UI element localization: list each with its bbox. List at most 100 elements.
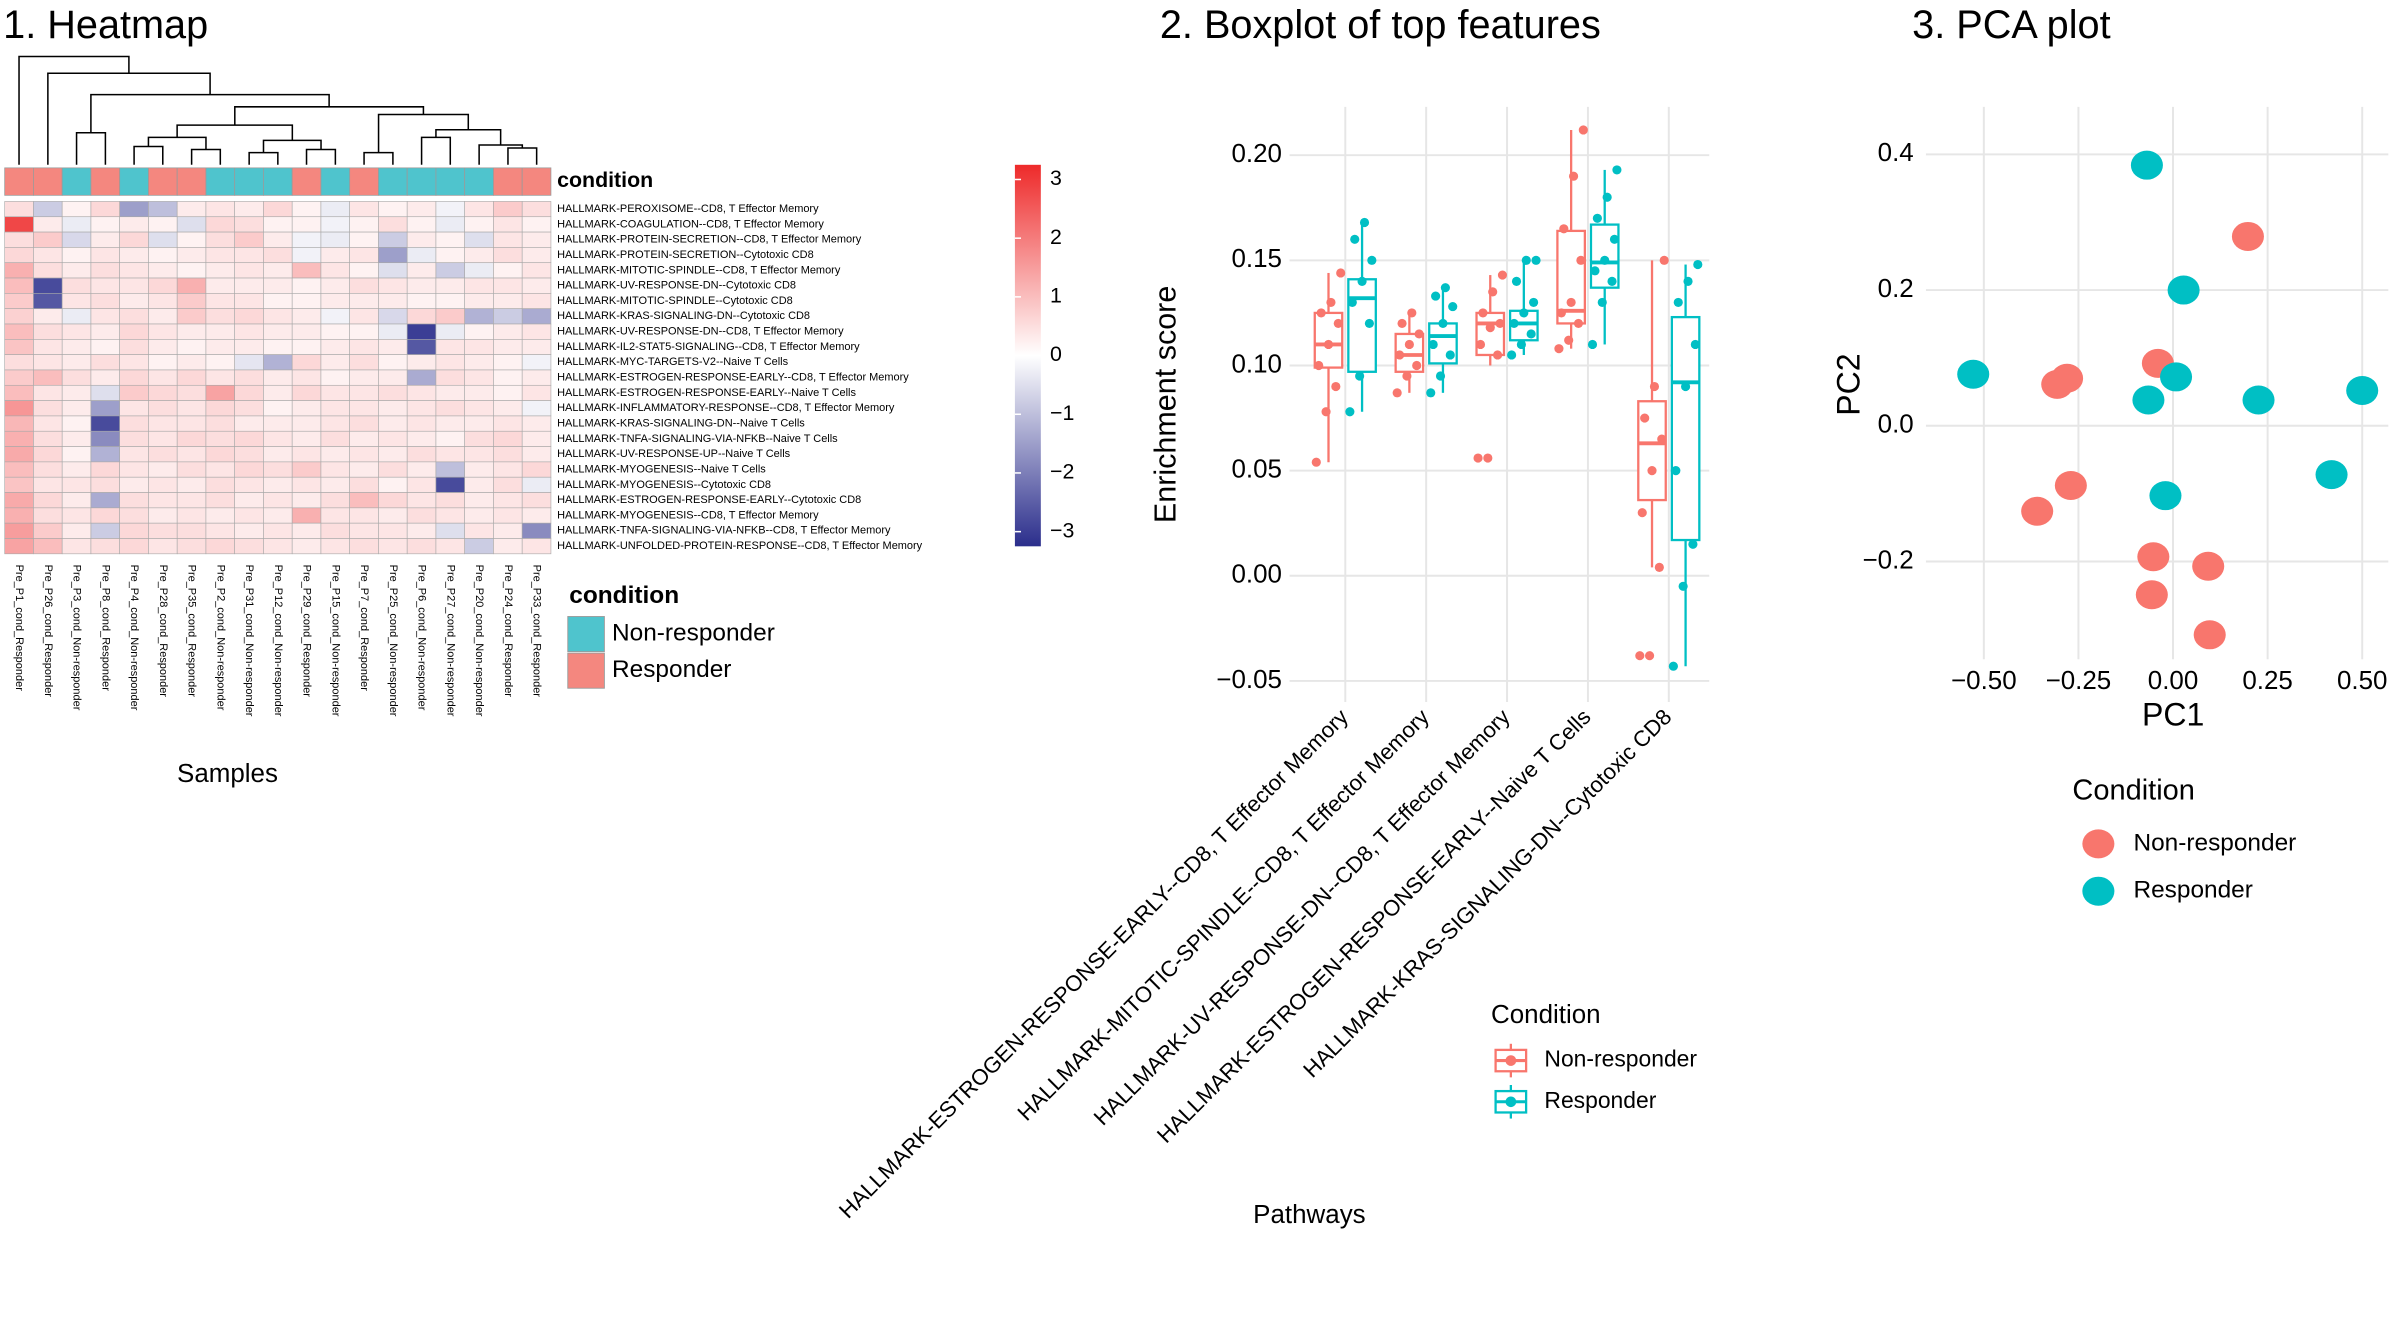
heat-cell <box>119 430 149 447</box>
heat-cell <box>119 339 149 355</box>
heat-cell <box>148 384 178 401</box>
legend-key <box>2082 876 2115 906</box>
heat-cell <box>176 231 207 248</box>
heat-cell <box>90 522 120 539</box>
heat-cell <box>291 201 322 218</box>
legend-key <box>567 616 605 653</box>
heat-cell <box>406 446 437 463</box>
heat-cell <box>291 369 322 386</box>
heat-cell <box>521 308 552 325</box>
heat-cell <box>291 262 322 279</box>
point <box>1690 339 1700 350</box>
heat-cell <box>119 476 149 493</box>
point <box>1483 453 1493 463</box>
heat-cell <box>176 446 207 463</box>
point <box>1637 508 1647 518</box>
heat-cell <box>148 400 178 417</box>
heat-cell <box>4 476 34 493</box>
heat-cell <box>234 339 264 355</box>
heat-cell <box>90 231 120 248</box>
heat-cell <box>406 369 437 386</box>
legend-key-point <box>1505 1096 1517 1108</box>
column-label: Pre_P33_cond_Responder <box>531 565 543 698</box>
heat-cell <box>464 492 494 509</box>
row-label: HALLMARK-KRAS-SIGNALING-DN--Cytotoxic CD… <box>557 310 810 322</box>
heat-cell <box>148 308 178 325</box>
dendrogram <box>18 55 538 165</box>
heat-cell <box>320 247 350 264</box>
heat-cell <box>61 522 92 539</box>
heat-cell <box>263 247 293 264</box>
heat-cell <box>406 415 437 432</box>
heat-cell <box>493 446 523 463</box>
condition-cell <box>263 167 293 196</box>
heat-cell <box>435 354 465 371</box>
heat-cell <box>320 538 350 555</box>
heat-cell <box>320 216 350 233</box>
point <box>1507 350 1517 360</box>
heat-cell <box>464 446 494 463</box>
heat-cell <box>148 446 178 463</box>
heat-cell <box>406 231 437 248</box>
heat-cell <box>205 216 235 233</box>
heat-cell <box>493 400 523 417</box>
heat-cell <box>378 323 408 340</box>
point <box>1957 359 1990 389</box>
point <box>2130 150 2163 180</box>
heat-cell <box>435 369 465 386</box>
heat-cell <box>320 293 350 309</box>
heat-cell <box>435 522 465 539</box>
heat-cell <box>234 231 264 248</box>
legend-title: Condition <box>1491 1001 1601 1029</box>
heat-cell <box>349 308 379 325</box>
heat-cell <box>493 308 523 325</box>
heat-cell <box>90 538 120 555</box>
heat-cell <box>378 461 408 478</box>
heat-cell <box>205 400 235 417</box>
heat-cell <box>234 201 264 218</box>
heat-cell <box>205 262 235 279</box>
heat-cell <box>464 461 494 478</box>
heat-cell <box>291 492 322 509</box>
point <box>2193 620 2226 650</box>
heat-cell <box>90 247 120 264</box>
heat-cell <box>378 201 408 218</box>
heat-cell <box>493 369 523 386</box>
point <box>1475 339 1486 350</box>
heat-cell <box>234 308 264 325</box>
heat-cell <box>205 369 235 386</box>
heat-cell <box>148 461 178 478</box>
heat-cell <box>90 323 120 340</box>
heat-cell <box>4 522 34 539</box>
panel-title: 3. PCA plot <box>1912 3 2110 47</box>
legend-label: Non-responder <box>612 620 775 647</box>
heat-cell <box>205 522 235 539</box>
y-tick-label: 0.10 <box>1231 350 1281 378</box>
point <box>1590 266 1600 276</box>
heat-cell <box>493 216 523 233</box>
heat-cell <box>435 201 465 218</box>
heat-cell <box>320 446 350 463</box>
heat-cell <box>291 247 322 264</box>
heat-cell <box>291 476 322 493</box>
column-label: Pre_P31_cond_Non-responder <box>243 565 255 717</box>
heat-cell <box>61 400 92 417</box>
heat-cell <box>234 446 264 463</box>
heat-cell <box>378 522 408 539</box>
heat-cell <box>176 247 207 264</box>
point <box>2041 369 2074 399</box>
heat-cell <box>4 247 34 264</box>
y-tick-label: 0.4 <box>1878 139 1914 167</box>
point <box>1326 297 1336 307</box>
heat-cell <box>493 430 523 447</box>
heat-cell <box>464 201 494 218</box>
heat-cell <box>464 400 494 417</box>
heat-cell <box>119 308 149 325</box>
heat-cell <box>61 476 92 493</box>
heat-cell <box>406 262 437 279</box>
heat-cell <box>349 446 379 463</box>
heat-cell <box>349 247 379 264</box>
heat-cell <box>234 262 264 279</box>
heat-cell <box>406 216 437 233</box>
box <box>1670 315 1701 542</box>
